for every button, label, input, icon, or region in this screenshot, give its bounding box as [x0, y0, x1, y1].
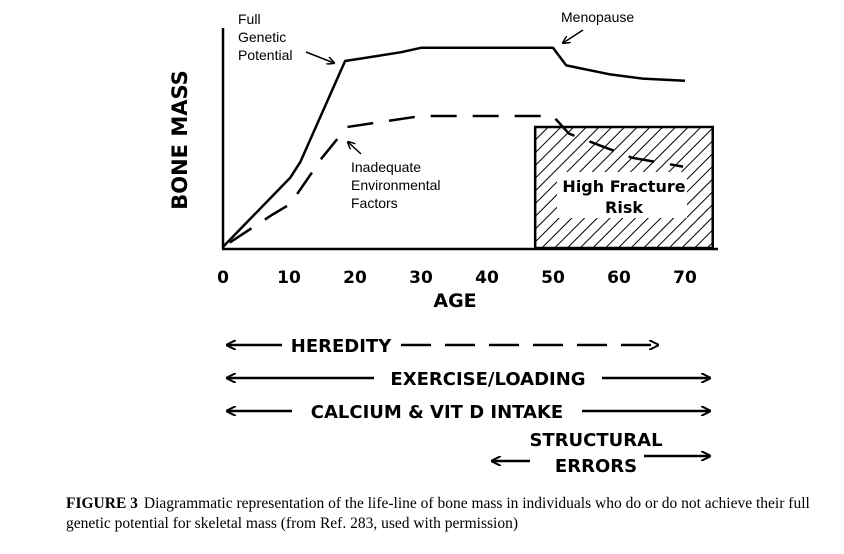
annotation-menopause: Menopause: [561, 9, 634, 43]
x-tick-label: 30: [409, 268, 433, 288]
arrow-icon: [348, 142, 362, 155]
svg-text:CALCIUM & VIT D INTAKE: CALCIUM & VIT D INTAKE: [311, 402, 563, 423]
annotation-full-genetic: Full Genetic Potential: [238, 11, 334, 63]
svg-text:Menopause: Menopause: [561, 9, 634, 25]
svg-text:HEREDITY: HEREDITY: [291, 336, 392, 357]
svg-text:Full: Full: [238, 11, 261, 27]
svg-text:Inadequate: Inadequate: [351, 159, 421, 175]
x-tick-label: 40: [475, 268, 499, 288]
x-tick-label: 20: [343, 268, 367, 288]
caption-label: FIGURE 3: [66, 495, 138, 512]
fracture-risk-label: High Fracture Risk: [557, 172, 687, 218]
svg-text:Risk: Risk: [605, 198, 643, 217]
x-tick-label: 50: [541, 268, 565, 288]
factor-exercise: EXERCISE/LOADING: [227, 369, 710, 390]
factor-calcium: CALCIUM & VIT D INTAKE: [227, 402, 710, 423]
arrow-icon: [563, 29, 584, 43]
series-inadequate-environmental: [222, 114, 684, 248]
svg-text:EXERCISE/LOADING: EXERCISE/LOADING: [390, 369, 585, 390]
factor-heredity: HEREDITY: [227, 336, 658, 357]
y-axis-label: BONE MASS: [168, 70, 192, 210]
caption-text: Diagrammatic representation of the life-…: [66, 495, 810, 532]
x-tick-label: 10: [277, 268, 301, 288]
x-tick-label: 0: [217, 268, 229, 288]
svg-text:ERRORS: ERRORS: [555, 456, 637, 477]
figure-caption: FIGURE 3 Diagrammatic representation of t…: [66, 494, 836, 534]
annotation-inadequate: Inadequate Environmental Factors: [348, 142, 441, 211]
series-full-genetic-potential: [222, 46, 686, 248]
svg-text:High Fracture: High Fracture: [562, 177, 685, 196]
svg-text:Environmental: Environmental: [351, 177, 441, 193]
svg-text:Genetic: Genetic: [238, 29, 286, 45]
svg-text:STRUCTURAL: STRUCTURAL: [529, 430, 662, 451]
svg-text:Factors: Factors: [351, 195, 398, 211]
x-axis-label: AGE: [433, 290, 476, 312]
arrow-icon: [305, 51, 334, 63]
x-tick-label: 70: [673, 268, 697, 288]
svg-text:Potential: Potential: [238, 47, 292, 63]
factor-structural-errors: STRUCTURAL ERRORS: [492, 430, 710, 477]
x-tick-label: 60: [607, 268, 631, 288]
